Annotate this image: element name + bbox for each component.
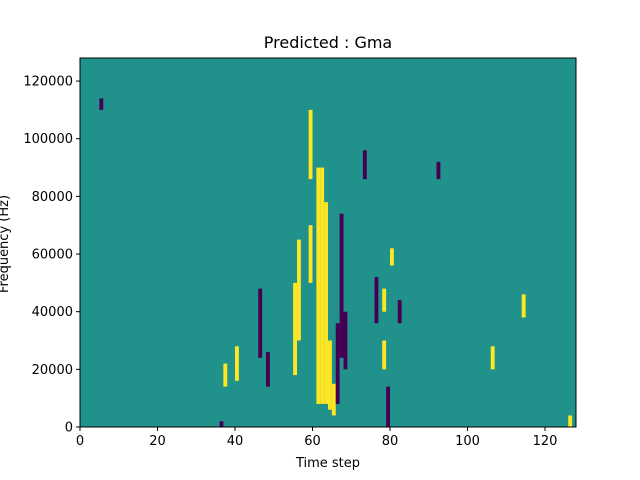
heatmap-cell-high [320,167,325,404]
heatmap-cell-high [223,363,228,387]
y-tick-label: 60000 [32,248,73,263]
heatmap-cell-high [293,282,298,376]
heatmap-cell-high [331,383,336,416]
heatmap-cell-low [436,161,441,180]
heatmap-cell-low [335,323,340,404]
y-tick-label: 40000 [32,305,73,320]
heatmap-cell-high [297,239,301,341]
y-tick-label: 20000 [32,363,73,378]
heatmap-cell-high [521,294,526,318]
heatmap-cell-low [258,288,263,358]
y-tick-label: 80000 [32,190,73,205]
heatmap-cell-low [397,300,402,324]
heatmap-cell-high [568,415,573,427]
heatmap-cell-high [316,167,321,404]
heatmap-cell-high [235,346,239,381]
heatmap-cell-low [266,352,270,387]
x-tick-label: 60 [304,434,321,449]
heatmap-cell-low [219,421,224,427]
heatmap-cell-high [490,346,495,370]
plot-frame [79,57,577,428]
chart-title: Predicted : Gma [264,33,392,52]
heatmap-cell-high [308,225,313,283]
heatmap-cell-low [362,150,367,180]
heatmap-cells [99,98,573,427]
heatmap-cell-high [382,288,387,312]
x-axis: 0 20 40 60 80 100 120 [76,427,558,449]
heatmap-cell-high [308,109,313,180]
y-axis: 0 20000 40000 60000 80000 100000 120000 [23,75,80,436]
y-axis-label: Frequency (Hz) [0,195,12,293]
x-tick-label: 100 [455,434,480,449]
x-tick-label: 40 [227,434,244,449]
y-tick-label: 0 [65,421,73,436]
x-tick-label: 20 [149,434,166,449]
heatmap-cell-high [328,340,332,410]
heatmap-cell-low [374,277,379,324]
y-tick-label: 120000 [23,75,73,90]
heatmap-cell-low [386,386,391,427]
x-tick-label: 120 [533,434,558,449]
heatmap-cell-high [382,340,387,370]
heatmap-cell-high [390,248,394,266]
heatmap-cell-low [99,98,104,110]
heatmap-cell-low [339,213,344,358]
plot-area [79,57,577,428]
x-tick-label: 0 [76,434,84,449]
y-tick-label: 100000 [23,132,73,147]
heatmap-cell-high [324,202,329,404]
heatmap-cell-low [343,311,348,370]
x-tick-label: 80 [382,434,399,449]
x-axis-label: Time step [295,456,360,471]
